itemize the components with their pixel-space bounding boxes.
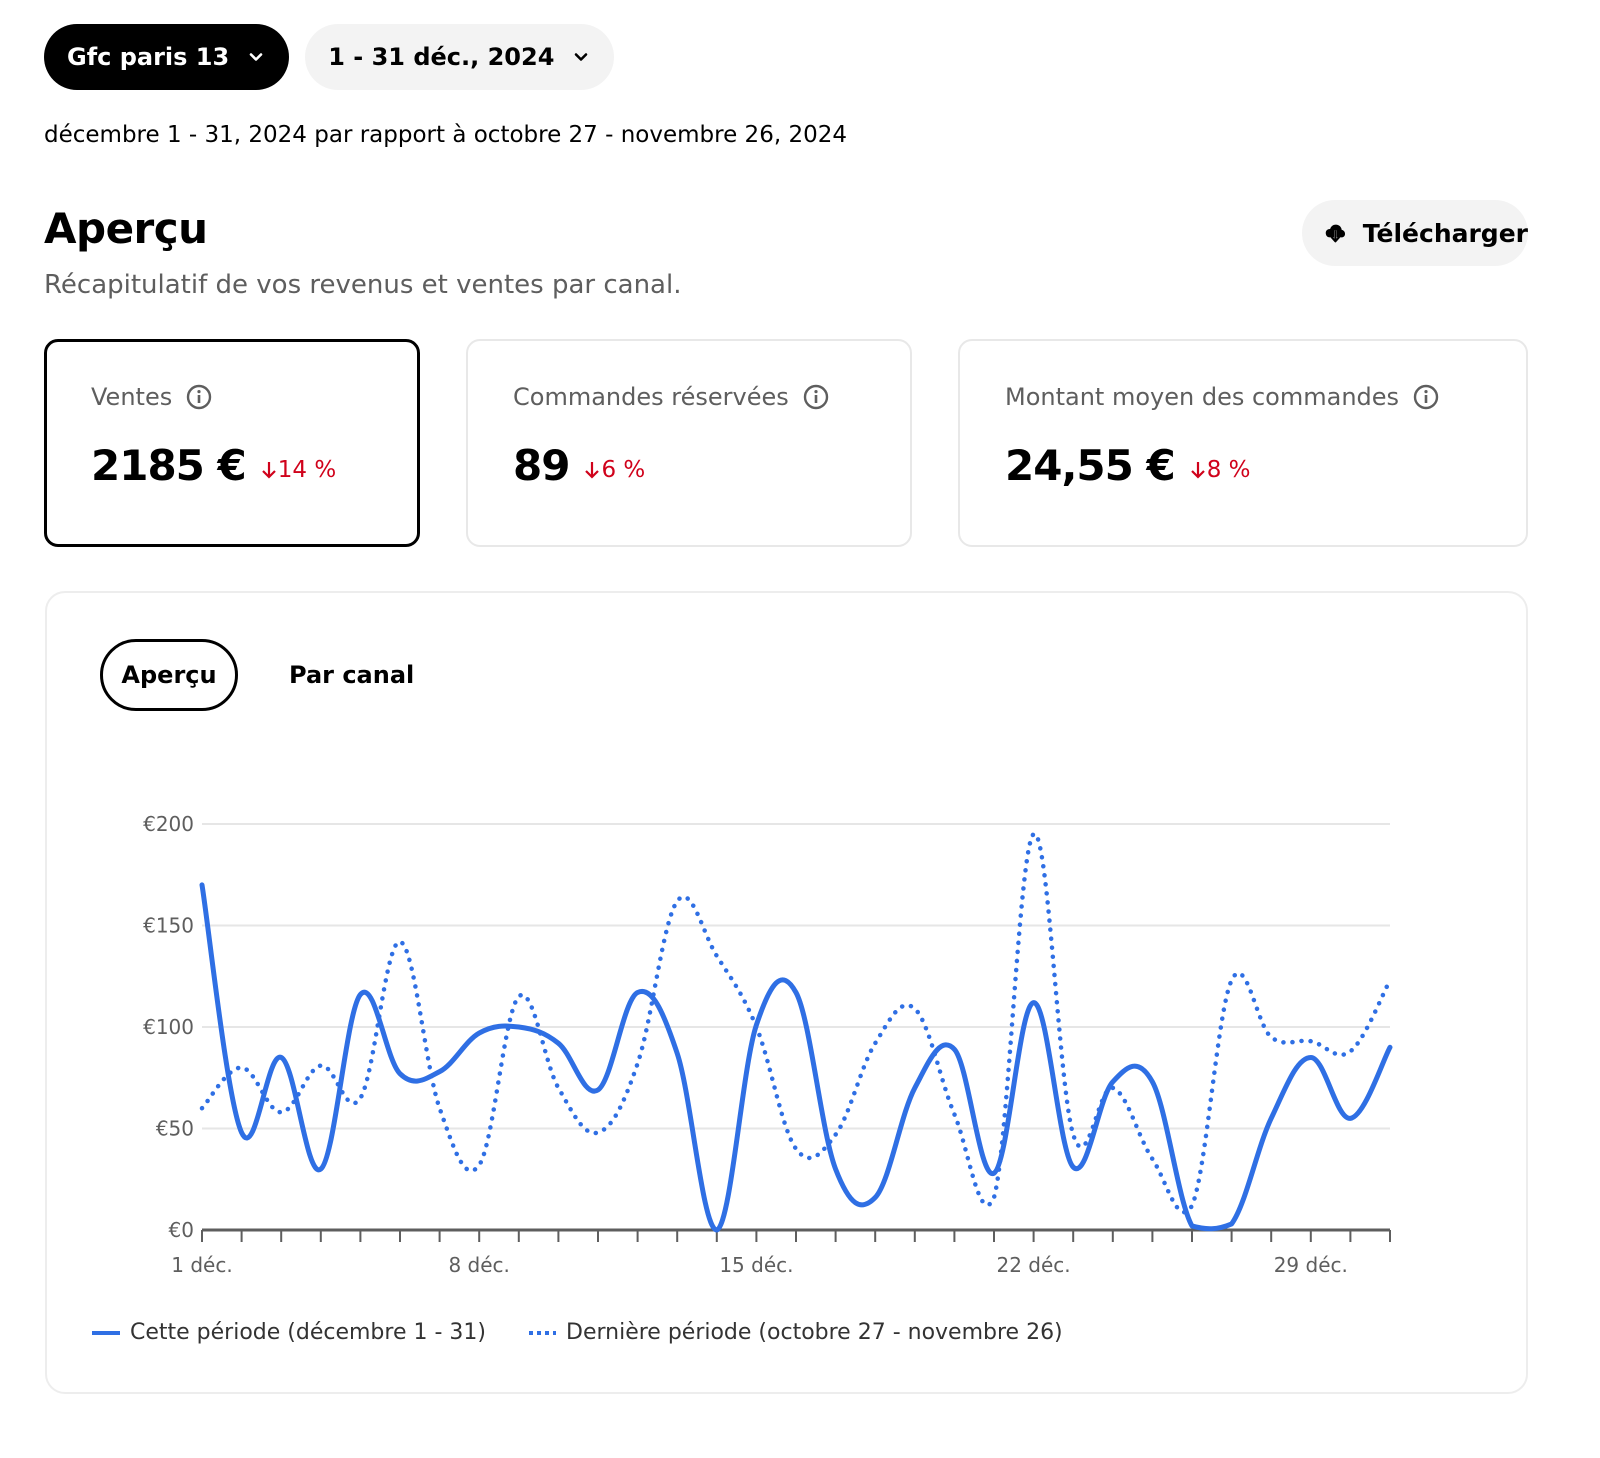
tab-overview[interactable]: Aperçu: [100, 639, 238, 711]
legend-dotted-swatch: [529, 1330, 556, 1335]
chart-series: [199, 831, 1393, 1233]
sales-line-chart: €0 €50 €100 €150 €200 1 déc. 8 déc. 15 déc. 22 …: [143, 812, 1393, 1277]
x-tick-label: 1 déc.: [171, 1253, 232, 1277]
metric-value: 2185 €: [91, 441, 247, 490]
y-tick-label: €200: [143, 812, 194, 836]
comparison-text: décembre 1 - 31, 2024 par rapport à octo…: [44, 122, 847, 148]
metric-card-orders[interactable]: Commandes réservées 89 6 %: [466, 339, 912, 547]
x-tick-label: 29 déc.: [1274, 1253, 1348, 1277]
info-icon[interactable]: [186, 384, 212, 410]
store-selector[interactable]: Gfc paris 13: [44, 24, 290, 90]
metric-label-row: Montant moyen des commandes: [1005, 383, 1526, 411]
metric-label: Montant moyen des commandes: [1005, 383, 1400, 411]
metric-delta-value: 14 %: [277, 457, 337, 483]
arrow-down-icon: [261, 462, 276, 479]
y-tick-label: €0: [169, 1218, 194, 1242]
page-subtitle: Récapitulatif de vos revenus et ventes p…: [44, 270, 682, 300]
chart-grid: €0 €50 €100 €150 €200: [143, 812, 1390, 1242]
metric-card-average-order[interactable]: Montant moyen des commandes 24,55 € 8 %: [958, 339, 1528, 547]
filter-bar: Gfc paris 13 1 - 31 déc., 2024: [44, 24, 615, 90]
info-icon[interactable]: [803, 384, 829, 410]
metric-label: Commandes réservées: [513, 383, 789, 411]
metric-delta-value: 6 %: [601, 457, 646, 483]
chart-legend: Cette période (décembre 1 - 31) Dernière…: [92, 1320, 1105, 1345]
y-tick-label: €50: [156, 1117, 194, 1141]
metric-value: 89: [513, 441, 570, 490]
legend-item-current[interactable]: Cette période (décembre 1 - 31): [92, 1320, 486, 1345]
metric-value-row: 2185 € 14 %: [91, 441, 417, 490]
cloud-download-icon: [1325, 224, 1346, 243]
arrow-down-icon: [1190, 462, 1205, 479]
legend-label: Dernière période (octobre 27 - novembre …: [566, 1320, 1063, 1345]
chart-panel: Aperçu Par canal €0 €50 €100 €150 €200 1 déc…: [45, 591, 1528, 1394]
x-tick-label: 8 déc.: [448, 1253, 509, 1277]
metric-delta-value: 8 %: [1206, 457, 1251, 483]
metric-value: 24,55 €: [1005, 441, 1176, 490]
y-tick-label: €150: [143, 914, 194, 938]
arrow-down-icon: [585, 462, 600, 479]
y-tick-label: €100: [143, 1015, 194, 1039]
page-title: Aperçu: [44, 204, 208, 253]
metric-card-sales[interactable]: Ventes 2185 € 14 %: [44, 339, 420, 547]
chevron-down-icon: [575, 53, 588, 61]
x-tick-label: 15 déc.: [719, 1253, 793, 1277]
download-button[interactable]: Télécharger: [1302, 200, 1528, 266]
info-icon[interactable]: [1413, 384, 1439, 410]
metric-delta: 14 %: [260, 457, 336, 483]
download-label: Télécharger: [1362, 218, 1528, 248]
metric-delta: 6 %: [583, 457, 645, 483]
metric-value-row: 24,55 € 8 %: [1005, 441, 1526, 490]
metric-label-row: Commandes réservées: [513, 383, 910, 411]
tab-by-channel[interactable]: Par canal: [289, 661, 415, 689]
legend-label: Cette période (décembre 1 - 31): [130, 1320, 486, 1345]
metric-value-row: 89 6 %: [513, 441, 910, 490]
metric-label: Ventes: [91, 383, 173, 411]
x-tick-label: 22 déc.: [997, 1253, 1071, 1277]
chart-x-axis: 1 déc. 8 déc. 15 déc. 22 déc. 29 déc.: [171, 1228, 1391, 1277]
date-range-selector[interactable]: 1 - 31 déc., 2024: [305, 24, 615, 90]
chevron-down-icon: [249, 53, 263, 61]
legend-solid-swatch: [92, 1330, 120, 1335]
metric-delta: 8 %: [1189, 457, 1251, 483]
series-line-current-period: [199, 882, 1393, 1233]
date-range-label: 1 - 31 déc., 2024: [328, 43, 555, 71]
legend-item-previous[interactable]: Dernière période (octobre 27 - novembre …: [528, 1320, 1063, 1345]
metric-label-row: Ventes: [91, 383, 417, 411]
store-selector-label: Gfc paris 13: [67, 43, 230, 71]
